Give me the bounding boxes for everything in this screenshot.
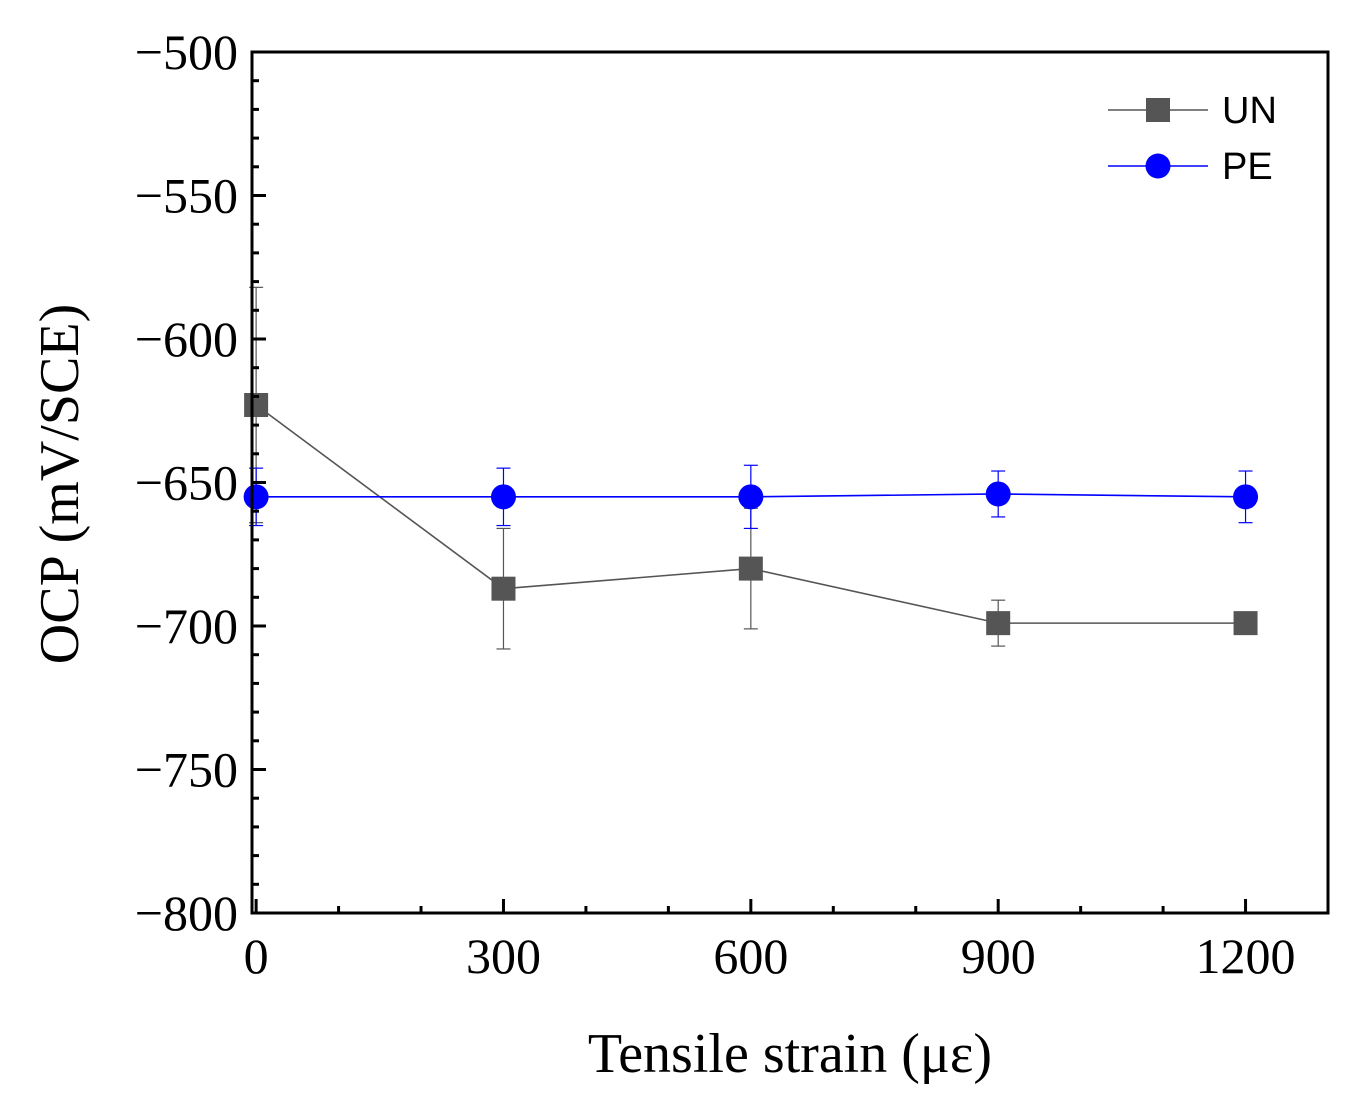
x-tick-label: 1200 (1196, 928, 1296, 984)
y-tick-label: −500 (135, 24, 238, 80)
y-tick-label: −650 (135, 455, 238, 511)
legend-label-un: UN (1222, 90, 1277, 132)
x-tick-label: 0 (244, 928, 269, 984)
x-tick-labels: 0 300 600 900 1200 (244, 928, 1296, 984)
un-point (1233, 611, 1258, 636)
un-point (491, 576, 516, 601)
x-tick-label: 600 (713, 928, 788, 984)
y-tick-label: −750 (135, 742, 238, 798)
y-tick-labels: −800 −750 −700 −650 −600 −550 −500 (135, 24, 238, 941)
pe-point (490, 484, 516, 510)
legend-item-un: UN (1108, 90, 1277, 132)
x-tick-label: 900 (961, 928, 1036, 984)
axis-ticks (252, 50, 1248, 915)
legend: UN PE (1108, 90, 1277, 188)
y-tick-label: −550 (135, 168, 238, 224)
pe-point (243, 484, 269, 510)
pe-point (738, 484, 764, 510)
plot-frame (250, 50, 1330, 915)
pe-point (1233, 484, 1259, 510)
y-axis-title: OCP (mV/SCE) (29, 304, 91, 664)
un-point (986, 611, 1011, 636)
error-bars (249, 286, 1253, 650)
y-tick-label: −800 (135, 885, 238, 941)
un-point (738, 556, 763, 581)
x-axis-title: Tensile strain (με) (588, 1023, 992, 1085)
legend-marker-pe (1145, 153, 1171, 179)
legend-item-pe: PE (1108, 146, 1273, 188)
legend-label-pe: PE (1222, 146, 1273, 188)
y-tick-label: −600 (135, 311, 238, 367)
y-tick-label: −700 (135, 598, 238, 654)
pe-point (985, 481, 1011, 507)
legend-marker-un (1146, 98, 1170, 122)
x-tick-label: 300 (466, 928, 541, 984)
